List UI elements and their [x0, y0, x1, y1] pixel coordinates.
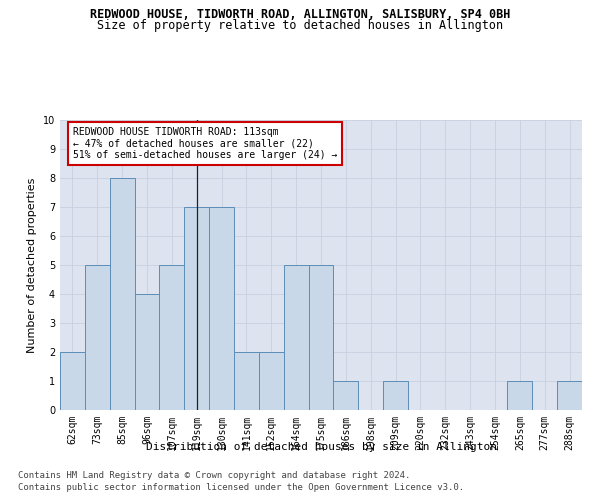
Bar [234, 352, 259, 410]
Text: REDWOOD HOUSE, TIDWORTH ROAD, ALLINGTON, SALISBURY, SP4 0BH: REDWOOD HOUSE, TIDWORTH ROAD, ALLINGTON,… [90, 8, 510, 20]
Bar [184, 207, 209, 410]
Bar [557, 381, 582, 410]
Bar [209, 207, 234, 410]
Text: Size of property relative to detached houses in Allington: Size of property relative to detached ho… [97, 19, 503, 32]
Text: Distribution of detached houses by size in Allington: Distribution of detached houses by size … [146, 442, 497, 452]
Text: REDWOOD HOUSE TIDWORTH ROAD: 113sqm
← 47% of detached houses are smaller (22)
51: REDWOOD HOUSE TIDWORTH ROAD: 113sqm ← 47… [73, 127, 337, 160]
Bar [85, 265, 110, 410]
Bar [160, 265, 184, 410]
Bar [259, 352, 284, 410]
Bar [110, 178, 134, 410]
Bar [134, 294, 160, 410]
Bar [284, 265, 308, 410]
Bar [508, 381, 532, 410]
Bar [383, 381, 408, 410]
Text: Contains HM Land Registry data © Crown copyright and database right 2024.: Contains HM Land Registry data © Crown c… [18, 471, 410, 480]
Text: Contains public sector information licensed under the Open Government Licence v3: Contains public sector information licen… [18, 484, 464, 492]
Bar [60, 352, 85, 410]
Bar [334, 381, 358, 410]
Y-axis label: Number of detached properties: Number of detached properties [28, 178, 37, 352]
Bar [308, 265, 334, 410]
